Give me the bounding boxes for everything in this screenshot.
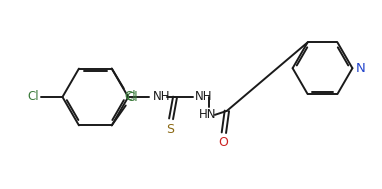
Text: Cl: Cl [125, 91, 136, 103]
Text: HN: HN [199, 108, 217, 121]
Text: N: N [355, 62, 365, 75]
Text: Cl: Cl [127, 91, 138, 104]
Text: O: O [218, 136, 228, 149]
Text: NH: NH [195, 91, 212, 104]
Text: S: S [166, 123, 174, 136]
Text: NH: NH [153, 91, 171, 104]
Text: Cl: Cl [27, 91, 39, 104]
